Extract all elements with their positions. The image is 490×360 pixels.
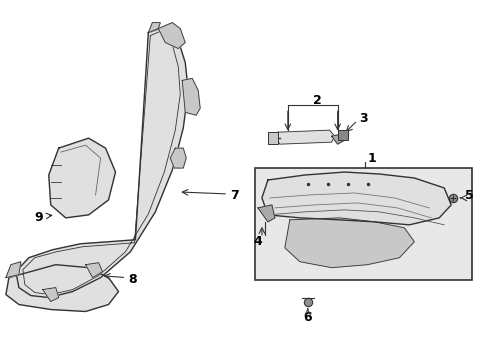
Polygon shape bbox=[276, 130, 335, 144]
Text: 5: 5 bbox=[465, 189, 474, 202]
Text: 3: 3 bbox=[360, 112, 368, 125]
Bar bbox=[338, 130, 347, 140]
Polygon shape bbox=[148, 23, 160, 32]
Text: 7: 7 bbox=[230, 189, 239, 202]
Polygon shape bbox=[332, 134, 344, 144]
Polygon shape bbox=[49, 138, 116, 218]
Polygon shape bbox=[6, 262, 21, 278]
Polygon shape bbox=[16, 27, 188, 298]
Text: 9: 9 bbox=[34, 211, 43, 224]
Polygon shape bbox=[171, 148, 186, 168]
Bar bbox=[255, 168, 472, 280]
Text: 6: 6 bbox=[303, 311, 312, 324]
Polygon shape bbox=[158, 23, 185, 49]
Polygon shape bbox=[6, 265, 119, 311]
Polygon shape bbox=[43, 288, 59, 302]
Polygon shape bbox=[86, 263, 102, 278]
Polygon shape bbox=[285, 218, 415, 268]
Text: 2: 2 bbox=[313, 94, 322, 107]
Text: 8: 8 bbox=[128, 273, 137, 286]
Text: 1: 1 bbox=[368, 152, 376, 165]
Polygon shape bbox=[262, 172, 451, 225]
Polygon shape bbox=[182, 78, 200, 115]
Bar bbox=[268, 132, 278, 144]
Text: 4: 4 bbox=[253, 235, 262, 248]
Polygon shape bbox=[258, 205, 275, 222]
